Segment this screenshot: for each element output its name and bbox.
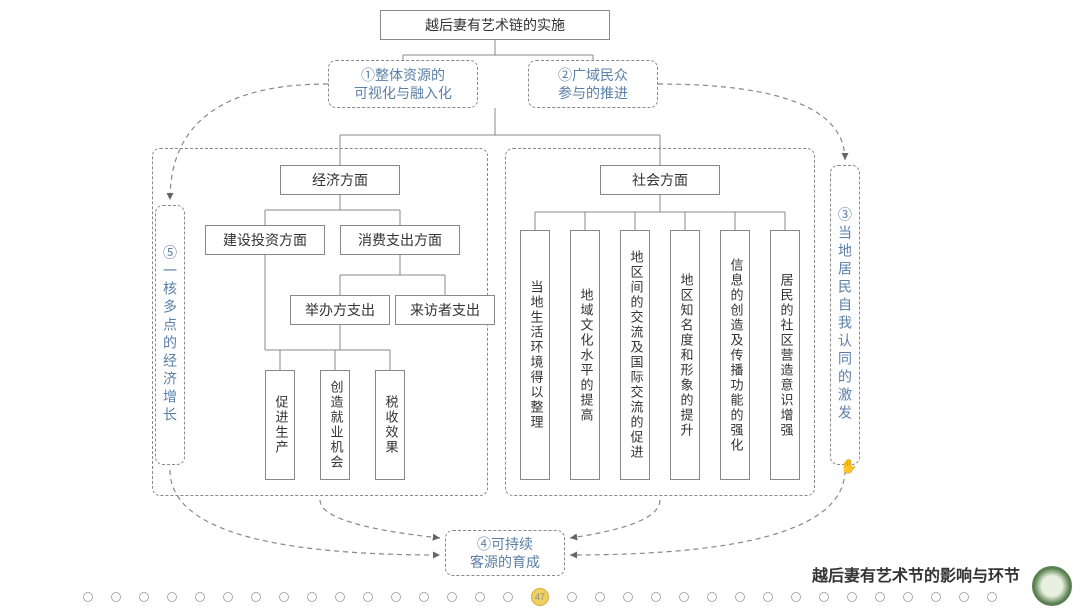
social-container xyxy=(505,148,815,496)
pager-dot[interactable] xyxy=(903,592,913,602)
pager-dot[interactable]: 47 xyxy=(531,588,549,606)
econ-visitor: 来访者支出 xyxy=(395,295,495,325)
pager-dot[interactable] xyxy=(707,592,717,602)
social-leaf-5: 居民的社区营造意识增强 xyxy=(770,230,800,480)
pager-dot[interactable] xyxy=(447,592,457,602)
pager-dot[interactable] xyxy=(959,592,969,602)
cursor-icon: ✋ xyxy=(840,458,857,475)
pager-dot[interactable] xyxy=(931,592,941,602)
pager-dot[interactable] xyxy=(111,592,121,602)
pager-dot[interactable] xyxy=(819,592,829,602)
n3-text: ③当地居民自我认同的激发 xyxy=(835,207,855,423)
n2-text: ②广域民众 参与的推进 xyxy=(558,66,628,102)
pager-dot[interactable] xyxy=(651,592,661,602)
pager-dot[interactable] xyxy=(595,592,605,602)
node-1: ①整体资源的 可视化与融入化 xyxy=(328,60,478,108)
pager-dot[interactable] xyxy=(251,592,261,602)
pager-dot[interactable] xyxy=(847,592,857,602)
pager-dot[interactable] xyxy=(679,592,689,602)
pager-dot[interactable] xyxy=(735,592,745,602)
econ-leaf-0: 促进生产 xyxy=(265,370,295,480)
footer-title: 越后妻有艺术节的影响与环节 xyxy=(812,562,1020,586)
pager-dot[interactable] xyxy=(763,592,773,602)
econ-leaf-1: 创造就业机会 xyxy=(320,370,350,480)
econ-header: 经济方面 xyxy=(280,165,400,195)
econ-consume: 消费支出方面 xyxy=(340,225,460,255)
pager-dot[interactable] xyxy=(195,592,205,602)
pager-dot[interactable] xyxy=(623,592,633,602)
pager-dot[interactable] xyxy=(419,592,429,602)
social-leaf-1: 地域文化水平的提高 xyxy=(570,230,600,480)
social-leaf-2: 地区间的交流及国际交流的促进 xyxy=(620,230,650,480)
social-leaf-3: 地区知名度和形象的提升 xyxy=(670,230,700,480)
pager-dot[interactable] xyxy=(167,592,177,602)
title-box: 越后妻有艺术链的实施 xyxy=(380,10,610,40)
node-4: ④可持续 客源的育成 xyxy=(445,530,565,576)
pager-dot[interactable] xyxy=(223,592,233,602)
slide-pager[interactable]: 47 xyxy=(0,592,1080,606)
econ-leaf-2: 税收效果 xyxy=(375,370,405,480)
node-2: ②广域民众 参与的推进 xyxy=(528,60,658,108)
pager-dot[interactable] xyxy=(875,592,885,602)
pager-dot[interactable] xyxy=(363,592,373,602)
pager-dot[interactable] xyxy=(503,592,513,602)
pager-dot[interactable] xyxy=(279,592,289,602)
social-leaf-0: 当地生活环境得以整理 xyxy=(520,230,550,480)
pager-dot[interactable] xyxy=(139,592,149,602)
pager-dot[interactable] xyxy=(83,592,93,602)
pager-dot[interactable] xyxy=(987,592,997,602)
node-3: ③当地居民自我认同的激发 xyxy=(830,165,860,465)
pager-dot[interactable] xyxy=(335,592,345,602)
econ-build-invest: 建设投资方面 xyxy=(205,225,325,255)
pager-dot[interactable] xyxy=(791,592,801,602)
pager-dot[interactable] xyxy=(475,592,485,602)
pager-dot[interactable] xyxy=(307,592,317,602)
pager-dot[interactable] xyxy=(391,592,401,602)
econ-organizer: 举办方支出 xyxy=(290,295,390,325)
n4-text: ④可持续 客源的育成 xyxy=(470,535,540,571)
pager-dot[interactable] xyxy=(567,592,577,602)
title-text: 越后妻有艺术链的实施 xyxy=(425,16,565,34)
social-leaf-4: 信息的创造及传播功能的强化 xyxy=(720,230,750,480)
social-header: 社会方面 xyxy=(600,165,720,195)
n1-text: ①整体资源的 可视化与融入化 xyxy=(354,66,452,102)
